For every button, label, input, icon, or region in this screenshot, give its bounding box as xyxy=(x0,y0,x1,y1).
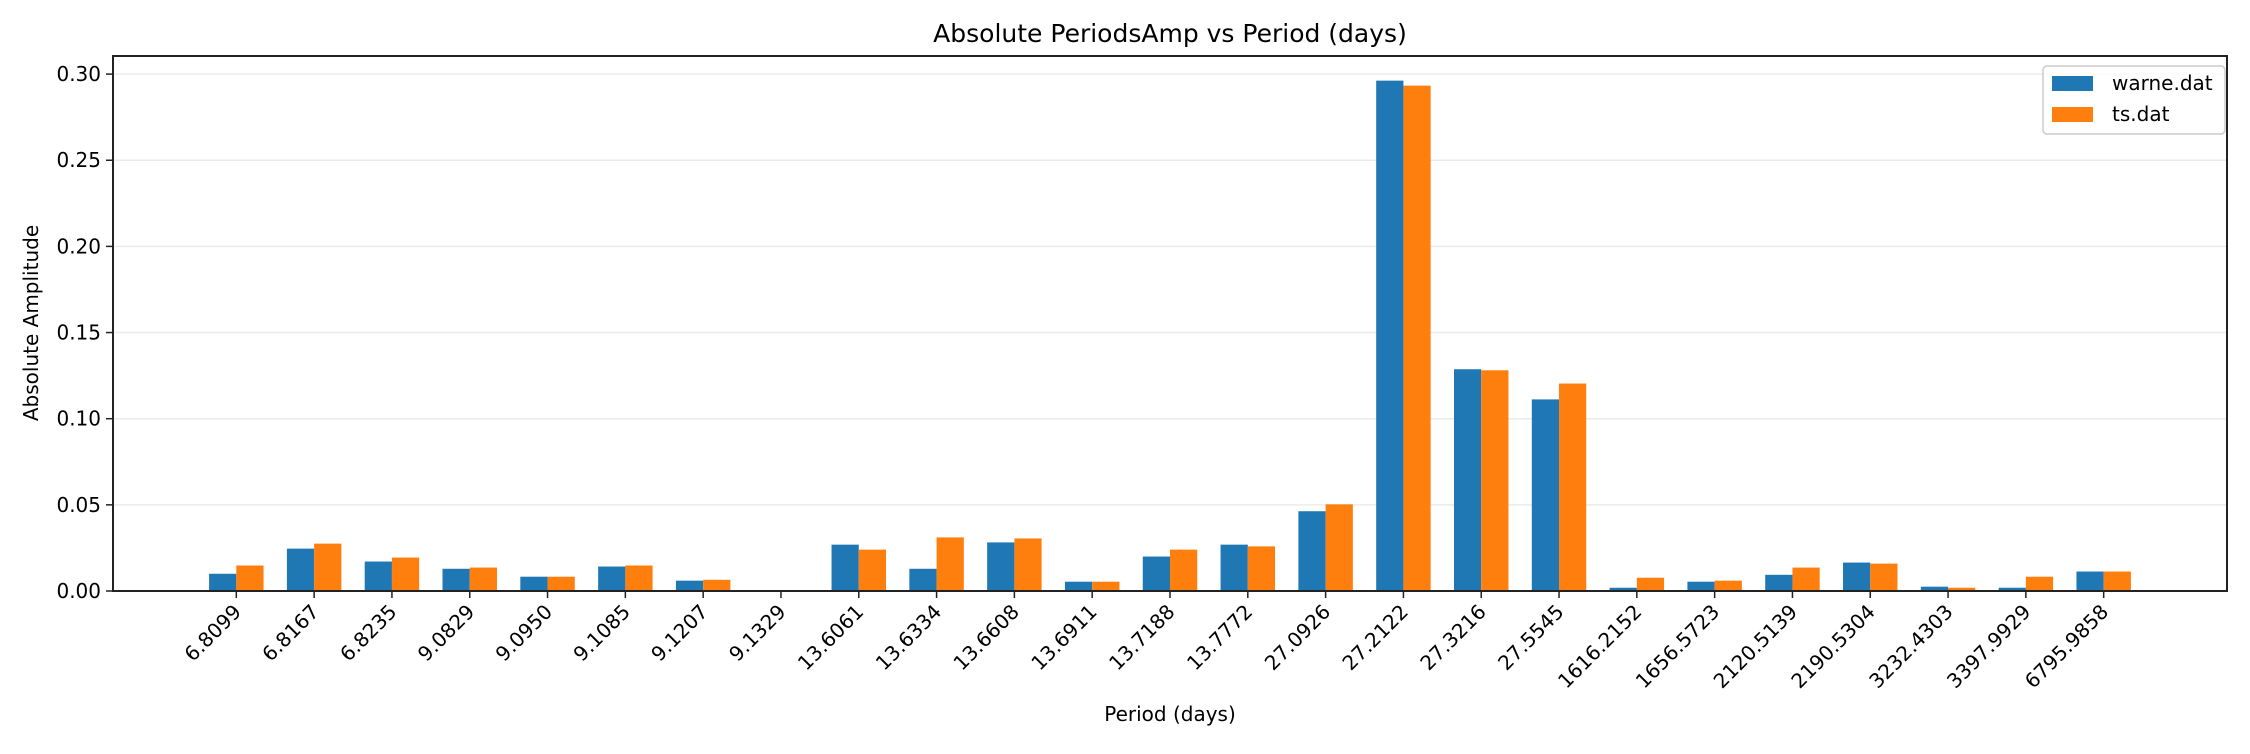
y-tick-label: 0.00 xyxy=(56,579,101,603)
x-tick-label: 9.1085 xyxy=(568,600,634,666)
bar-warne-dat xyxy=(1687,581,1715,591)
bar-ts-dat xyxy=(1714,580,1742,591)
bar-warne-dat xyxy=(1609,587,1637,591)
x-tick-label: 13.6608 xyxy=(948,600,1023,675)
bar-warne-dat xyxy=(831,544,859,591)
x-tick-label: 9.0950 xyxy=(491,600,557,666)
bar-warne-dat xyxy=(1920,586,1949,591)
bar-ts-dat xyxy=(391,557,420,591)
bar-warne-dat xyxy=(442,568,470,591)
y-tick-label: 0.10 xyxy=(56,407,101,431)
x-tick-label: 27.3216 xyxy=(1415,600,1490,675)
x-tick-label: 13.7772 xyxy=(1182,600,1257,675)
x-tick-label: 13.6334 xyxy=(871,600,946,675)
bar-warne-dat xyxy=(1376,80,1404,592)
plot-frame xyxy=(112,55,2228,592)
bar-ts-dat xyxy=(1636,577,1665,591)
bar-ts-dat xyxy=(1014,538,1042,591)
bar-ts-dat xyxy=(703,579,731,591)
bar-ts-dat xyxy=(314,543,342,591)
x-axis-label: Period (days) xyxy=(1104,702,1236,726)
y-tick-label: 0.15 xyxy=(56,321,101,345)
bar-ts-dat xyxy=(1247,546,1276,591)
bar-warne-dat xyxy=(364,561,392,591)
bar-ts-dat xyxy=(1559,383,1587,591)
bar-warne-dat xyxy=(1531,399,1560,591)
x-tick-label: 9.1207 xyxy=(646,600,712,666)
bar-warne-dat xyxy=(1843,562,1871,591)
bar-ts-dat xyxy=(469,567,497,591)
bar-ts-dat xyxy=(1948,587,1976,591)
bar-ts-dat xyxy=(625,565,653,591)
bar-ts-dat xyxy=(1792,567,1820,591)
bar-ts-dat xyxy=(936,537,964,591)
bar-ts-dat xyxy=(1092,581,1120,591)
bar-warne-dat xyxy=(1142,556,1170,591)
bar-ts-dat xyxy=(236,565,264,591)
x-tick-label: 27.2122 xyxy=(1337,600,1412,675)
bar-warne-dat xyxy=(1453,369,1482,591)
bar-warne-dat xyxy=(909,568,937,591)
bar-ts-dat xyxy=(1481,370,1509,591)
x-tick-label: 6.8099 xyxy=(179,600,245,666)
chart-title: Absolute PeriodsAmp vs Period (days) xyxy=(933,19,1407,48)
x-tick-label: 13.6061 xyxy=(793,600,868,675)
bar-warne-dat xyxy=(2076,571,2104,591)
y-tick-label: 0.25 xyxy=(56,148,101,172)
bar-warne-dat xyxy=(598,566,626,591)
bar-warne-dat xyxy=(1298,511,1326,591)
y-axis: 0.00 0.05 0.10 0.15 0.20 0.25 0.30 xyxy=(56,62,113,603)
x-tick-label: 6.8235 xyxy=(335,600,401,666)
bar-warne-dat xyxy=(675,580,704,591)
y-tick-label: 0.05 xyxy=(56,493,101,517)
x-tick-label: 27.5545 xyxy=(1493,600,1568,675)
legend: warne.dat ts.dat xyxy=(2042,65,2226,135)
x-tick-label: 13.6911 xyxy=(1026,600,1101,675)
x-tick-label: 13.7188 xyxy=(1104,600,1179,675)
bar-warne-dat xyxy=(1765,574,1793,591)
bar-ts-dat xyxy=(1870,563,1898,591)
bar-ts-dat xyxy=(1170,549,1198,591)
bar-ts-dat xyxy=(1403,85,1431,591)
bar-ts-dat xyxy=(2103,571,2131,591)
x-tick-label: 6795.9858 xyxy=(2020,600,2113,693)
legend-label-warne: warne.dat xyxy=(2112,71,2213,95)
y-tick-label: 0.20 xyxy=(56,234,101,258)
bar-warne-dat xyxy=(520,576,548,591)
y-axis-label: Absolute Amplitude xyxy=(19,225,43,421)
y-tick-label: 0.30 xyxy=(56,62,101,86)
legend-swatch-ts xyxy=(2052,107,2093,122)
bar-ts-dat xyxy=(2025,576,2054,591)
x-tick-label: 9.1329 xyxy=(724,600,790,666)
bar-ts-dat xyxy=(1325,504,1353,591)
bar-warne-dat xyxy=(987,542,1015,591)
bars xyxy=(209,80,2131,592)
bar-warne-dat xyxy=(286,548,315,591)
bar-ts-dat xyxy=(547,576,575,591)
bar-warne-dat xyxy=(209,573,237,591)
x-tick-label: 9.0829 xyxy=(413,600,479,666)
x-axis: 6.8099 6.8167 6.8235 9.0829 9.0950 9.1085 9.12… xyxy=(179,591,2113,693)
bar-warne-dat xyxy=(1998,587,2026,591)
gridlines xyxy=(113,73,2227,592)
legend-swatch-warne xyxy=(2052,76,2093,91)
x-tick-label: 27.0926 xyxy=(1260,600,1335,675)
x-tick-label: 6.8167 xyxy=(257,600,323,666)
bar-warne-dat xyxy=(1064,581,1093,591)
legend-label-ts: ts.dat xyxy=(2112,102,2170,126)
bar-ts-dat xyxy=(858,549,887,591)
bar-warne-dat xyxy=(1220,544,1248,591)
